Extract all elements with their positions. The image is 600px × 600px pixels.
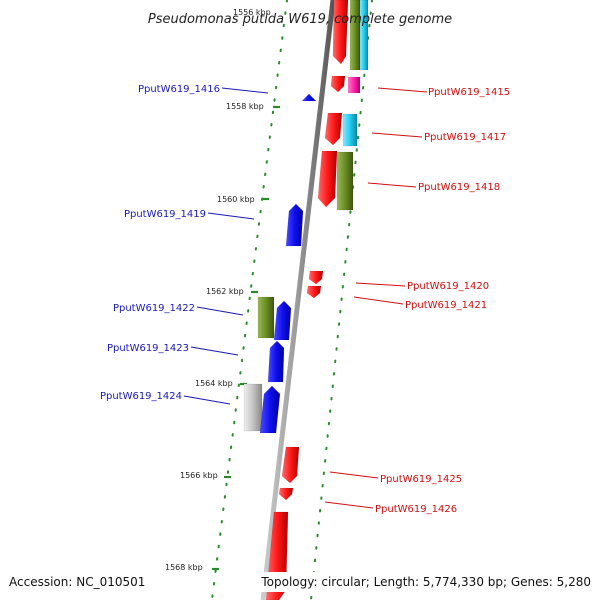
gene-box-gray[interactable] <box>243 383 263 432</box>
gene-label[interactable]: PputW619_1418 <box>418 182 500 193</box>
callout-line <box>190 346 239 356</box>
gene-arrow-reverse[interactable] <box>285 203 304 247</box>
reverse-callout-lines <box>183 87 269 405</box>
gene-arrow-forward[interactable] <box>278 487 294 501</box>
gene-label[interactable]: PputW619_1416 <box>138 84 220 95</box>
gene-arrow-forward[interactable] <box>324 112 343 146</box>
gene-box-cyan[interactable] <box>342 113 358 147</box>
callout-line <box>377 87 428 93</box>
gene-arrow-reverse[interactable] <box>273 300 292 341</box>
callout-line <box>353 296 404 305</box>
footer-left-bg <box>6 572 148 592</box>
callout-line <box>196 306 244 316</box>
gene-box-magenta[interactable] <box>347 76 361 94</box>
scale-label: 1566 kbp <box>180 471 218 480</box>
inner-dotted-track <box>211 0 288 600</box>
callout-line <box>207 212 255 220</box>
accession-label: Accession: NC_010501 <box>9 575 145 589</box>
forward-callout-lines <box>324 87 428 509</box>
dotted-tracks <box>211 0 373 600</box>
topology-label: Topology: circular; Length: 5,774,330 bp… <box>260 575 591 589</box>
scale-label: 1568 kbp <box>165 563 203 572</box>
callout-line <box>329 471 379 479</box>
gene-label[interactable]: PputW619_1424 <box>100 391 182 402</box>
scale-labels: 1556 kbp 1558 kbp 1560 kbp 1562 kbp 1564… <box>165 8 271 572</box>
reverse-strand-genes <box>243 93 317 434</box>
gene-box-olive[interactable] <box>336 151 354 211</box>
gene-arrow-forward[interactable] <box>332 0 349 65</box>
genome-backbone <box>260 0 336 600</box>
gene-arrow-reverse[interactable] <box>259 385 281 434</box>
reverse-gene-labels: PputW619_1416 PputW619_1419 PputW619_142… <box>100 84 220 402</box>
outer-dotted-track <box>310 0 373 600</box>
scale-label: 1564 kbp <box>195 379 233 388</box>
callout-line <box>183 395 231 405</box>
gene-label[interactable]: PputW619_1425 <box>380 474 462 485</box>
gene-box-olive[interactable] <box>257 296 275 339</box>
scale-label: 1556 kbp <box>233 8 271 17</box>
gene-arrow-forward[interactable] <box>330 75 346 93</box>
gene-arrow-forward[interactable] <box>308 270 324 285</box>
callout-line <box>324 501 374 509</box>
forward-strand-genes <box>265 0 369 600</box>
gene-label[interactable]: PputW619_1422 <box>113 303 195 314</box>
callout-line <box>367 182 417 188</box>
scale-label: 1560 kbp <box>217 195 255 204</box>
gene-label[interactable]: PputW619_1415 <box>428 87 510 98</box>
callout-line <box>221 87 269 94</box>
gene-label[interactable]: PputW619_1421 <box>405 300 487 311</box>
gene-label[interactable]: PputW619_1420 <box>407 281 489 292</box>
gene-arrow-forward[interactable] <box>281 446 300 484</box>
map-title: Pseudomonas putida W619, complete genome <box>148 12 452 27</box>
gene-box-olive[interactable] <box>349 0 361 71</box>
gene-label[interactable]: PputW619_1419 <box>124 209 206 220</box>
gene-arrow-reverse[interactable] <box>267 340 285 383</box>
gene-label[interactable]: PputW619_1417 <box>424 132 506 143</box>
callout-line <box>371 132 423 138</box>
footer-right-bg <box>258 572 594 592</box>
gene-box-cyan[interactable] <box>359 0 369 71</box>
callout-line <box>355 282 406 287</box>
gene-arrow-reverse[interactable] <box>301 93 317 102</box>
gene-label[interactable]: PputW619_1423 <box>107 343 189 354</box>
forward-gene-labels: PputW619_1415 PputW619_1417 PputW619_141… <box>375 87 510 515</box>
scale-label: 1562 kbp <box>206 287 244 296</box>
gene-arrow-forward[interactable] <box>317 150 338 208</box>
gene-label[interactable]: PputW619_1426 <box>375 504 457 515</box>
gene-arrow-forward[interactable] <box>306 285 322 299</box>
scale-label: 1558 kbp <box>226 102 264 111</box>
